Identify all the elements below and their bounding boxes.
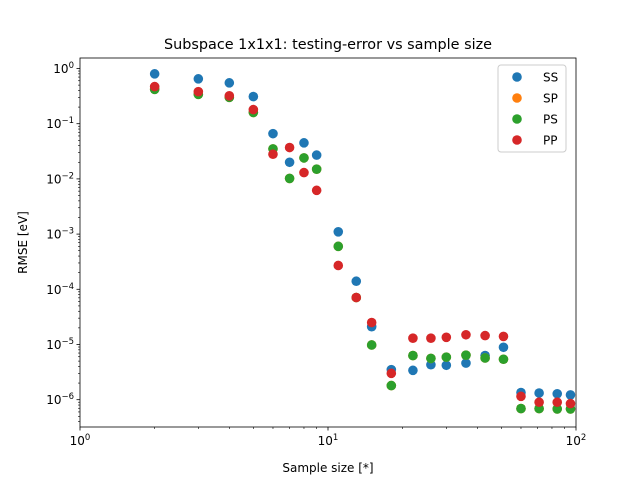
legend-label-sp: SP — [543, 92, 558, 106]
data-point-pp — [552, 397, 563, 408]
data-point-pp — [149, 81, 160, 92]
data-point-ss — [299, 138, 309, 148]
y-tick-label: 10−5 — [46, 337, 74, 352]
data-point-ps — [386, 380, 397, 391]
data-point-pp — [461, 329, 471, 340]
data-point-pp — [248, 104, 259, 115]
data-point-ss — [498, 342, 509, 353]
data-point-ss — [534, 388, 544, 398]
legend-label-ps: PS — [543, 113, 558, 127]
data-point-pp — [386, 368, 397, 379]
data-point-pp — [565, 398, 576, 409]
data-point-ss — [149, 69, 160, 79]
data-point-ss — [268, 128, 278, 139]
data-point-pp — [516, 391, 526, 402]
chart-title: Subspace 1x1x1: testing-error vs sample … — [164, 37, 492, 53]
data-point-ps — [480, 353, 490, 363]
x-axis-label: Sample size [*] — [282, 461, 373, 475]
x-tick-label: 101 — [318, 433, 339, 448]
data-point-ss — [248, 91, 259, 102]
series-pp — [149, 81, 576, 409]
x-axis-ticks: 100 101 102 — [70, 427, 587, 448]
y-tick-label: 10−6 — [46, 392, 74, 407]
data-point-pp — [224, 91, 235, 101]
data-point-ps — [299, 153, 309, 163]
data-point-ss — [311, 150, 322, 160]
legend-marker-sp — [512, 93, 522, 103]
data-point-ps — [426, 353, 436, 364]
data-point-pp — [366, 317, 377, 328]
data-point-ps — [516, 403, 526, 414]
legend-marker-ss — [512, 72, 522, 82]
y-tick-label: 10−1 — [46, 116, 74, 131]
data-point-pp — [351, 292, 362, 303]
data-point-pp — [268, 149, 278, 160]
data-point-ss — [461, 358, 471, 368]
data-point-ps — [333, 241, 344, 252]
data-point-ss — [552, 388, 563, 399]
data-point-pp — [284, 142, 295, 153]
legend-label-pp: PP — [543, 134, 557, 148]
data-point-ss — [284, 157, 295, 168]
data-point-ps — [408, 350, 418, 361]
data-point-ps — [366, 340, 377, 350]
y-tick-label: 10−3 — [46, 227, 74, 242]
data-point-pp — [311, 185, 322, 196]
legend-marker-pp — [512, 135, 522, 145]
plot-area — [149, 69, 576, 414]
x-tick-label: 102 — [566, 433, 587, 448]
data-point-ss — [351, 276, 362, 287]
data-point-ss — [193, 74, 204, 84]
data-point-pp — [193, 86, 204, 97]
legend-box — [497, 64, 567, 153]
data-point-pp — [480, 330, 490, 341]
data-point-ss — [333, 227, 344, 237]
y-tick-label: 10−4 — [46, 282, 74, 297]
y-tick-label: 10−2 — [46, 171, 74, 186]
data-point-ss — [565, 390, 576, 400]
data-point-ss — [441, 360, 452, 371]
data-point-ps — [552, 404, 563, 414]
data-point-pp — [408, 333, 418, 343]
data-point-ps — [498, 354, 509, 365]
data-point-ps — [441, 352, 452, 362]
legend: SS SP PS PP — [497, 64, 567, 153]
data-point-pp — [333, 260, 344, 271]
data-point-pp — [299, 167, 309, 178]
data-point-ss — [224, 78, 235, 88]
y-tick-label: 100 — [53, 61, 74, 76]
data-point-ss — [408, 365, 418, 376]
data-point-ps — [461, 350, 471, 360]
data-point-ps — [311, 164, 322, 174]
data-point-pp — [498, 331, 509, 342]
data-point-pp — [441, 332, 452, 343]
data-point-pp — [534, 397, 544, 408]
y-axis-ticks: 10−6 10−5 10−4 10−3 10−2 10−1 100 — [46, 61, 80, 422]
x-tick-label: 100 — [70, 433, 91, 448]
data-point-ps — [284, 173, 295, 184]
legend-label-ss: SS — [543, 71, 558, 85]
data-point-pp — [426, 333, 436, 343]
legend-marker-ps — [512, 114, 522, 124]
y-axis-label: RMSE [eV] — [16, 211, 30, 274]
